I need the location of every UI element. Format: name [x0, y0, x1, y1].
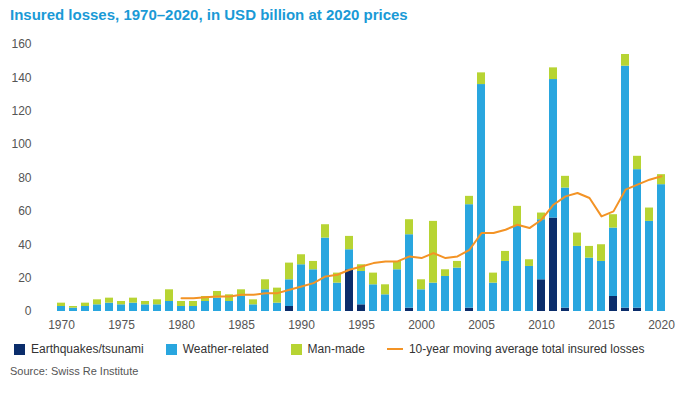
svg-text:2020: 2020 — [648, 318, 675, 332]
svg-text:0: 0 — [25, 304, 32, 318]
svg-text:1990: 1990 — [288, 318, 315, 332]
html-text:Man-made: Man-made — [307, 342, 365, 356]
svg-text:1995: 1995 — [348, 318, 375, 332]
svg-text:1985: 1985 — [228, 318, 255, 332]
svg-text:20: 20 — [18, 271, 32, 285]
svg-text:2000: 2000 — [408, 318, 435, 332]
svg-text:1975: 1975 — [108, 318, 135, 332]
svg-text:1970: 1970 — [48, 318, 75, 332]
svg-text:80: 80 — [18, 171, 32, 185]
html-text:10-year moving average total i: 10-year moving average total insured los… — [408, 342, 645, 356]
html-text:Earthquakes/tsunami: Earthquakes/tsunami — [31, 342, 144, 356]
svg-text:160: 160 — [11, 37, 31, 51]
svg-text:120: 120 — [11, 104, 31, 118]
svg-text:2005: 2005 — [468, 318, 495, 332]
svg-text:2015: 2015 — [588, 318, 615, 332]
html-text:Insured losses, 1970–2020, in: Insured losses, 1970–2020, in USD billio… — [10, 6, 408, 23]
html-text:Source: Swiss Re Institute: Source: Swiss Re Institute — [10, 365, 139, 377]
svg-text:1980: 1980 — [168, 318, 195, 332]
svg-text:60: 60 — [18, 204, 32, 218]
svg-text:40: 40 — [18, 238, 32, 252]
svg-text:2010: 2010 — [528, 318, 555, 332]
svg-text:140: 140 — [11, 71, 31, 85]
svg-text:100: 100 — [11, 137, 31, 151]
html-text:Weather-related: Weather-related — [182, 342, 269, 356]
